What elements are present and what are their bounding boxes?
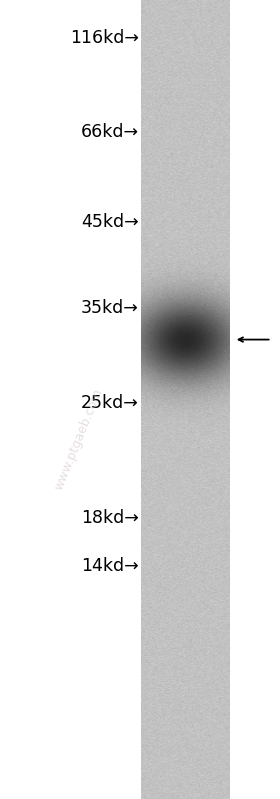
- Text: 25kd→: 25kd→: [81, 395, 139, 412]
- Text: 35kd→: 35kd→: [81, 299, 139, 316]
- Text: 45kd→: 45kd→: [81, 213, 139, 231]
- Text: 116kd→: 116kd→: [70, 30, 139, 47]
- Text: www.ptgaeb.com: www.ptgaeb.com: [52, 387, 105, 492]
- Text: 14kd→: 14kd→: [81, 557, 139, 574]
- Text: 18kd→: 18kd→: [81, 509, 139, 527]
- Text: 66kd→: 66kd→: [81, 123, 139, 141]
